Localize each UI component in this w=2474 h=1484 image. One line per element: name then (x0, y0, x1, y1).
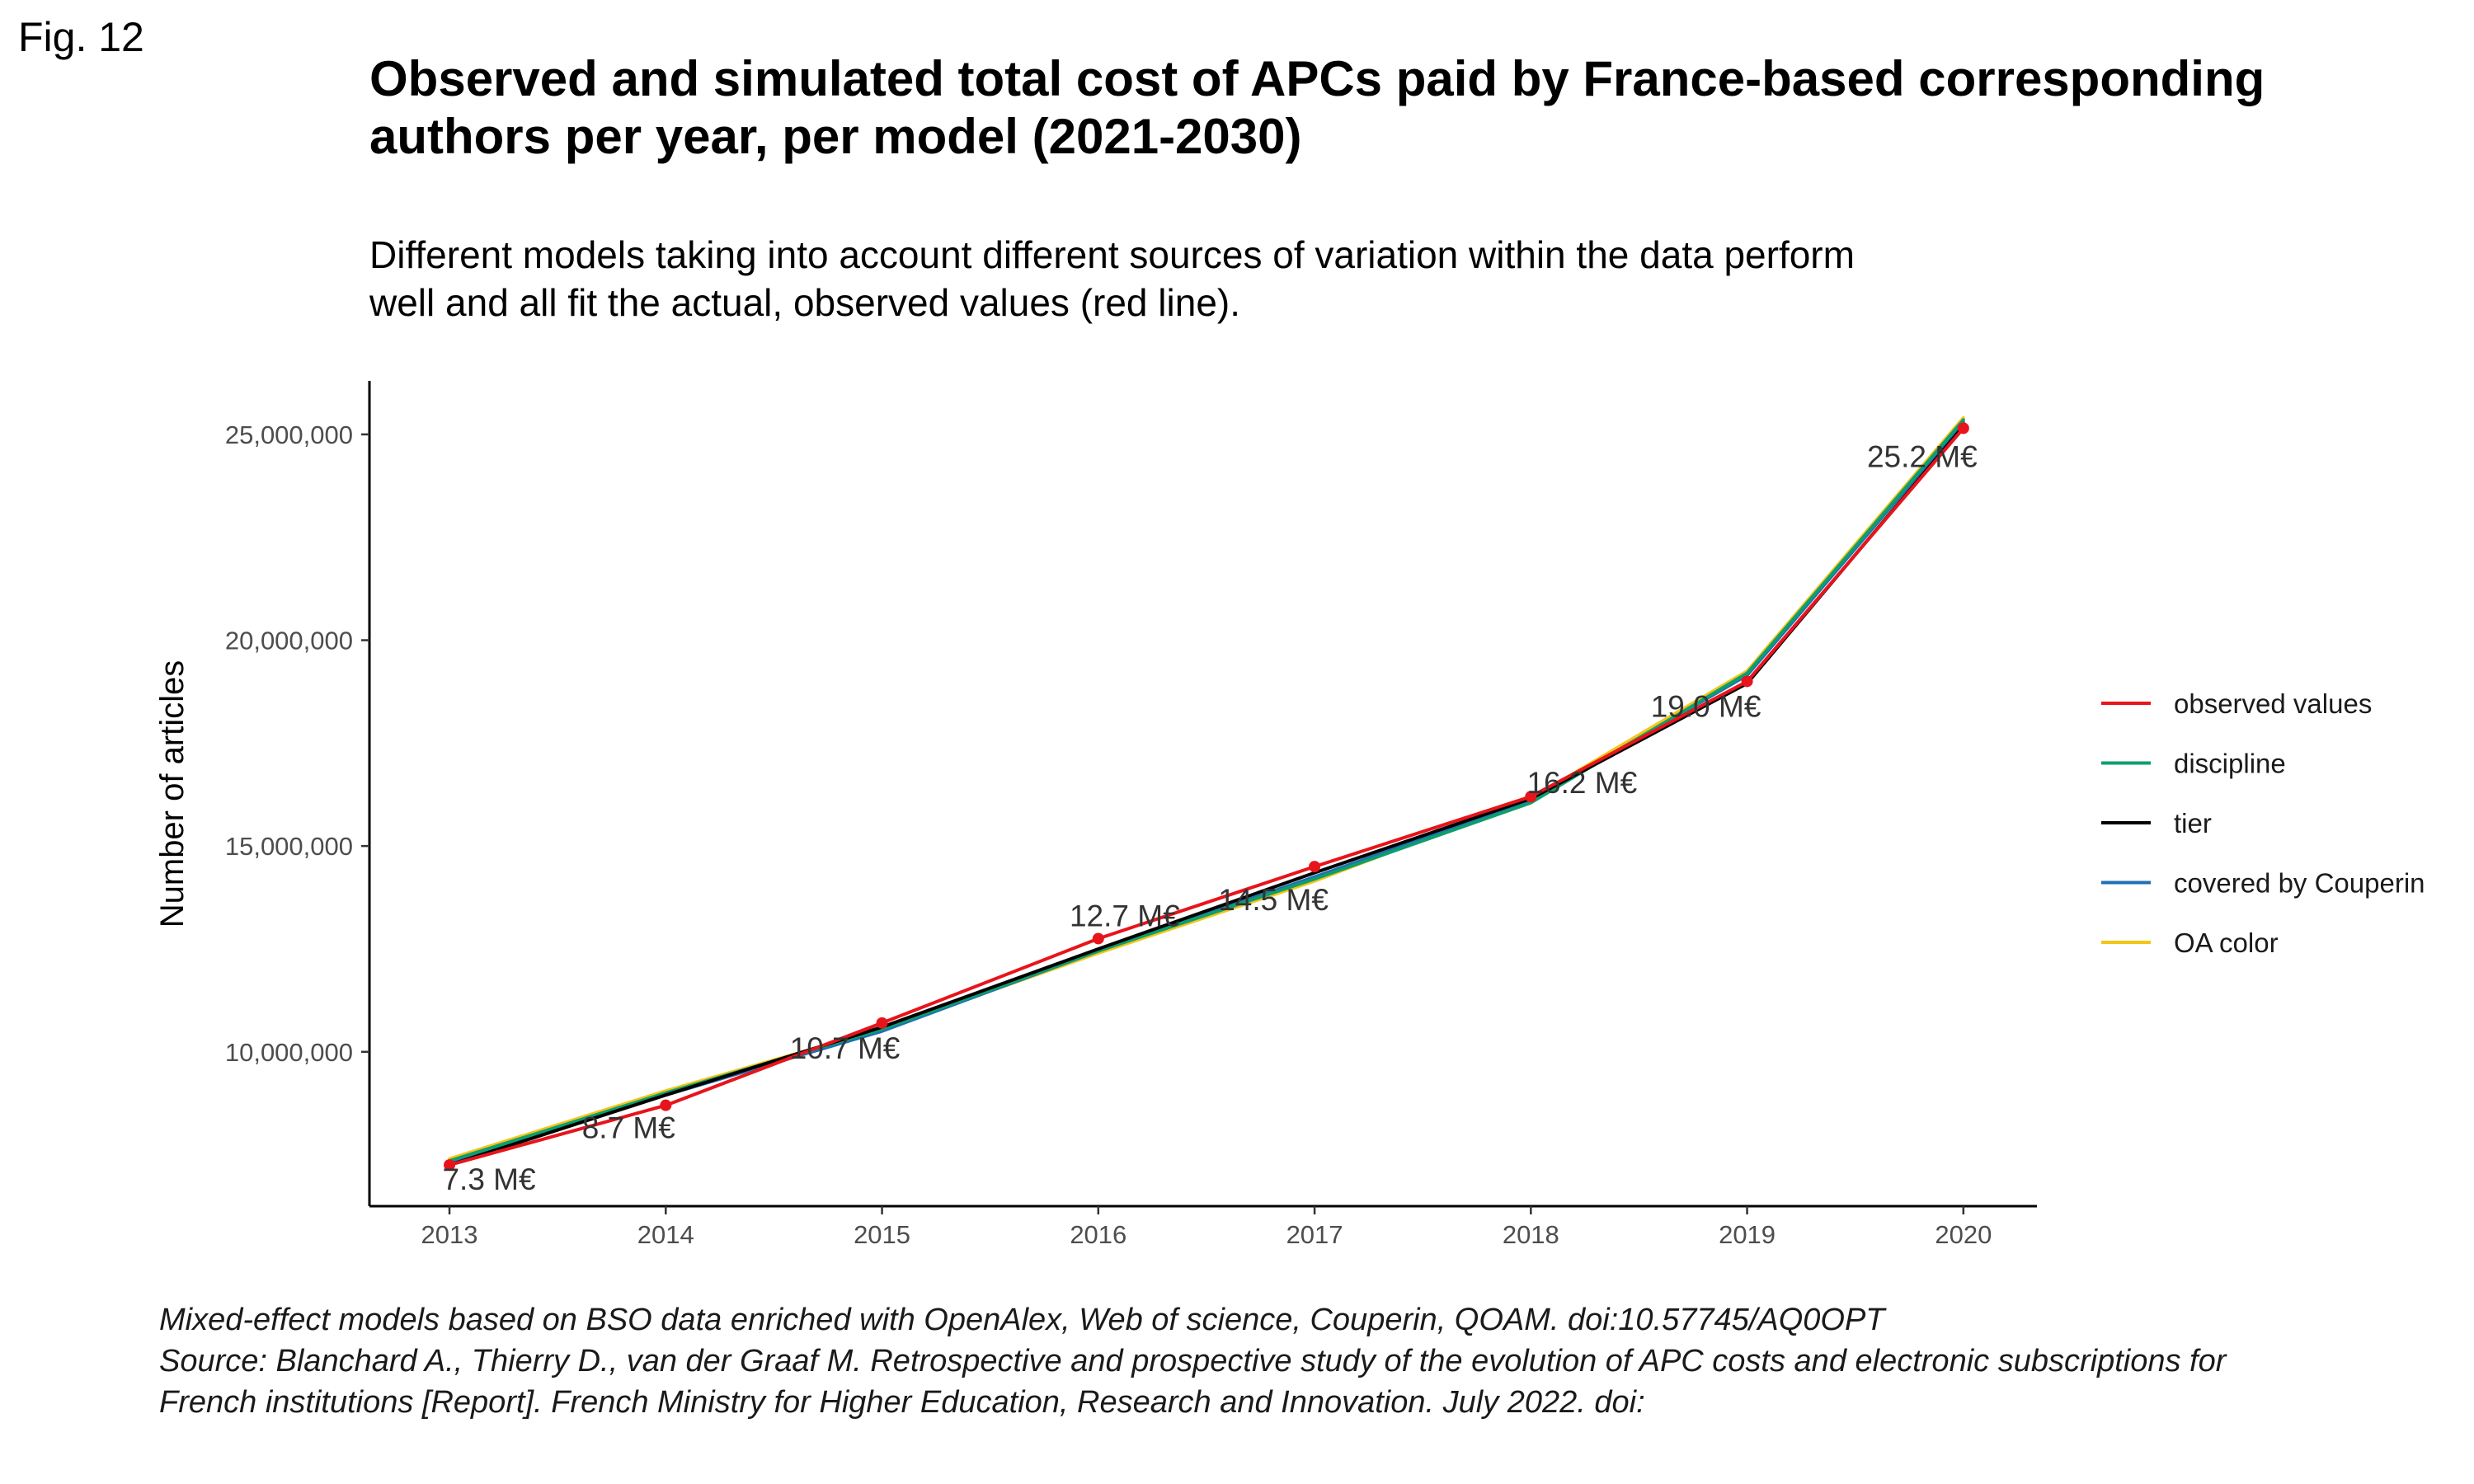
x-tick-label: 2017 (1286, 1220, 1343, 1249)
legend: observed values discipline tier covered by … (2101, 688, 2425, 958)
caption-line-1: Mixed-effect models based on BSO data en… (159, 1303, 1887, 1337)
data-point-observed-values (444, 1159, 456, 1172)
chart-title-line-2: authors per year, per model (2021-2030) (369, 109, 1302, 164)
data-point-observed-values (1741, 675, 1753, 688)
y-tick-label: 20,000,000 (225, 627, 353, 655)
data-point-observed-values (1092, 932, 1104, 945)
x-tick-label: 2019 (1719, 1220, 1776, 1249)
x-tick-label: 2020 (1935, 1220, 1992, 1249)
legend-label-discipline: discipline (2174, 749, 2286, 779)
data-point-observed-values (1957, 422, 1969, 434)
x-tick-label: 2013 (421, 1220, 478, 1249)
data-point-observed-values (876, 1017, 888, 1029)
legend-label-covered-by-couperin: covered by Couperin (2174, 868, 2425, 899)
chart-title-line-1: Observed and simulated total cost of APC… (369, 51, 2265, 106)
data-label: 16.2 M€ (1526, 766, 1637, 800)
data-label: 12.7 M€ (1070, 899, 1180, 932)
series-line-covered-by-couperin (448, 420, 1965, 1165)
x-tick-label: 2016 (1070, 1220, 1126, 1249)
data-label: 19.0 M€ (1651, 689, 1761, 723)
data-label: 7.3 M€ (442, 1162, 536, 1196)
figure-label: Fig. 12 (18, 14, 144, 60)
data-point-observed-values (660, 1099, 672, 1111)
x-tick-label: 2014 (637, 1220, 694, 1249)
data-label: 10.7 M€ (790, 1031, 901, 1065)
series-line-tier (448, 424, 1965, 1167)
legend-label-oa-color: OA color (2174, 928, 2279, 958)
legend-label-tier: tier (2174, 808, 2212, 838)
x-tick-label: 2015 (854, 1220, 910, 1249)
data-label: 14.5 M€ (1218, 883, 1329, 917)
series-line-discipline (448, 418, 1965, 1163)
caption-line-2: Source: Blanchard A., Thierry D., van de… (159, 1344, 2227, 1378)
data-point-observed-values (1525, 791, 1537, 803)
chart-subtitle-line-2: well and all fit the actual, observed va… (369, 281, 1240, 324)
y-tick-label: 25,000,000 (225, 420, 353, 449)
data-label: 8.7 M€ (582, 1111, 676, 1145)
series-line-oa-color (448, 416, 1965, 1161)
chart-subtitle-line-1: Different models taking into account dif… (369, 233, 1855, 276)
plot-area: 10,000,000 15,000,000 20,000,000 25,000,000… (225, 381, 2037, 1249)
data-label: 25.2 M€ (1867, 439, 1978, 473)
series-line-observed-values (448, 426, 1965, 1167)
x-tick-label: 2018 (1503, 1220, 1559, 1249)
y-axis-title: Number of articles (154, 660, 190, 928)
y-tick-label: 15,000,000 (225, 832, 353, 861)
data-point-observed-values (1309, 861, 1321, 873)
y-tick-label: 10,000,000 (225, 1038, 353, 1067)
caption-line-3: French institutions [Report]. French Min… (159, 1385, 1645, 1420)
legend-label-observed-values: observed values (2174, 688, 2372, 719)
